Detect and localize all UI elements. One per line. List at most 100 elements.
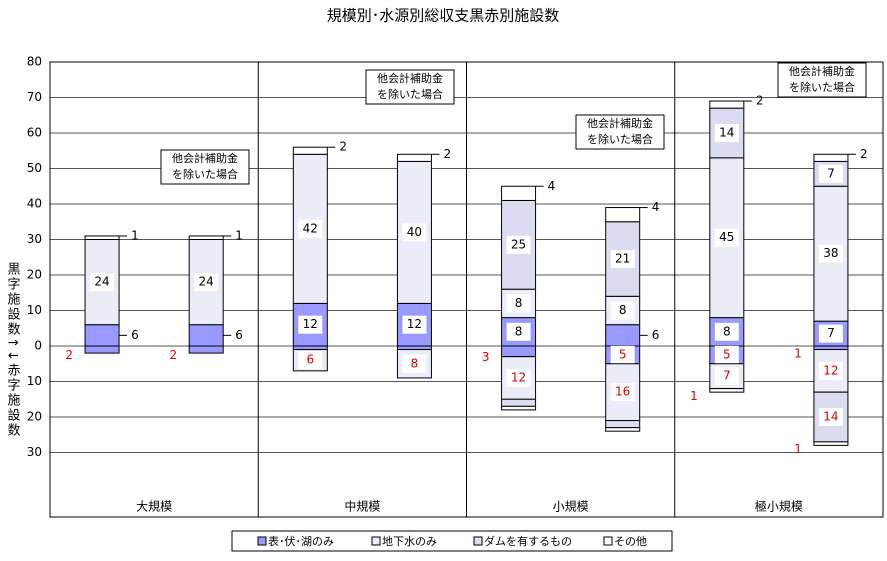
annotation-text: を除いた場合 — [789, 80, 855, 94]
y-tick-label: 60 — [27, 126, 42, 140]
bar-segment — [84, 324, 120, 347]
value-label: 24 — [199, 275, 214, 289]
deficit-label: 16 — [615, 385, 630, 399]
label-bg — [714, 367, 739, 386]
legend-swatch — [371, 536, 381, 546]
label-bg — [402, 315, 427, 334]
legend-label: 地下水のみ — [382, 535, 437, 548]
label-bg — [298, 351, 323, 370]
y-tick-label: 30 — [27, 232, 42, 246]
y-tick-label: 20 — [27, 410, 42, 424]
bar-segment — [188, 324, 224, 347]
label-bg — [298, 315, 323, 334]
annotation-box — [575, 114, 665, 150]
value-label: 1 — [235, 228, 243, 242]
annotation-box — [160, 149, 250, 185]
bar-segment — [709, 100, 745, 109]
annotation-text: 他会計補助金 — [789, 64, 855, 78]
annotation-text: を除いた場合 — [377, 87, 443, 101]
value-label: 6 — [652, 328, 660, 342]
legend-label: 表･伏･湖のみ — [268, 534, 334, 548]
bar-segment — [501, 345, 537, 358]
value-label: 7 — [827, 326, 835, 340]
bar-segment — [188, 235, 224, 240]
annotation-text: 他会計補助金 — [587, 116, 653, 130]
group-label: 中規模 — [344, 499, 380, 514]
deficit-label: 1 — [690, 389, 698, 403]
bar-segment — [84, 235, 120, 240]
value-label: 2 — [860, 147, 868, 161]
deficit-label: 7 — [723, 369, 731, 383]
label-bg — [610, 250, 635, 269]
deficit-label: 5 — [619, 347, 627, 361]
bar-segment — [605, 207, 641, 223]
value-label: 4 — [548, 179, 556, 193]
deficit-label: 2 — [65, 348, 73, 362]
y-axis-label: 黒字施設数↑↓赤字施設数 — [5, 262, 21, 438]
y-tick-label: 80 — [27, 55, 42, 69]
bar-segment — [813, 441, 849, 446]
bar-segment — [605, 427, 641, 432]
value-label: 6 — [235, 328, 243, 342]
label-bg — [714, 345, 739, 364]
deficit-label: 14 — [823, 410, 838, 424]
value-label: 24 — [94, 275, 109, 289]
value-label: 2 — [756, 94, 764, 108]
deficit-label: 2 — [170, 348, 178, 362]
value-label: 7 — [827, 166, 835, 180]
value-label: 12 — [303, 317, 318, 331]
y-tick-label: 50 — [27, 161, 42, 175]
bar-segment — [501, 405, 537, 411]
label-bg — [818, 408, 843, 426]
value-label: 25 — [511, 237, 526, 251]
annotation-text: を除いた場合 — [587, 132, 653, 146]
value-label: 1 — [131, 228, 139, 242]
group-label: 極小規模 — [755, 499, 803, 514]
y-tick-label: 20 — [27, 268, 42, 282]
label-bg — [506, 368, 531, 387]
deficit-label: 3 — [482, 350, 490, 364]
label-bg — [818, 324, 843, 343]
group-label: 大規模 — [136, 499, 172, 514]
value-label: 2 — [339, 140, 347, 154]
y-tick-label: 40 — [27, 197, 42, 211]
label-bg — [610, 301, 635, 320]
label-bg — [506, 294, 531, 313]
value-label: 4 — [652, 200, 660, 214]
legend-box — [231, 530, 673, 552]
value-label: 40 — [407, 225, 422, 239]
annotation-text: 他会計補助金 — [172, 151, 238, 165]
annotation-text: 他会計補助金 — [377, 71, 443, 85]
bar-segment — [605, 420, 641, 429]
label-bg — [402, 223, 427, 242]
legend-label: ダムを有するもの — [484, 534, 572, 548]
label-bg — [194, 273, 219, 292]
bar-segment — [501, 185, 537, 201]
bar-segment — [813, 153, 849, 162]
bar-segment — [292, 345, 328, 351]
y-tick-label: 70 — [27, 90, 42, 104]
label-bg — [714, 228, 739, 247]
legend-swatch — [257, 536, 267, 546]
y-tick-label: 10 — [27, 374, 42, 388]
annotation-text: を除いた場合 — [172, 167, 238, 181]
deficit-label: 12 — [511, 370, 526, 384]
label-bg — [714, 322, 739, 341]
value-label: 12 — [407, 317, 422, 331]
label-bg — [506, 322, 531, 341]
label-bg — [818, 164, 843, 183]
value-label: 6 — [131, 328, 139, 342]
label-bg — [610, 383, 635, 402]
legend-swatch — [603, 536, 613, 546]
bar-segment — [396, 345, 432, 351]
label-bg — [610, 345, 635, 364]
bar-segment — [605, 324, 641, 347]
y-tick-label: 30 — [27, 445, 42, 459]
legend-label: その他 — [614, 535, 647, 548]
label-bg — [818, 361, 843, 380]
bar-segment — [501, 398, 537, 407]
value-label: 8 — [723, 324, 731, 338]
y-tick-label: 0 — [34, 339, 42, 353]
deficit-label: 1 — [794, 442, 802, 456]
